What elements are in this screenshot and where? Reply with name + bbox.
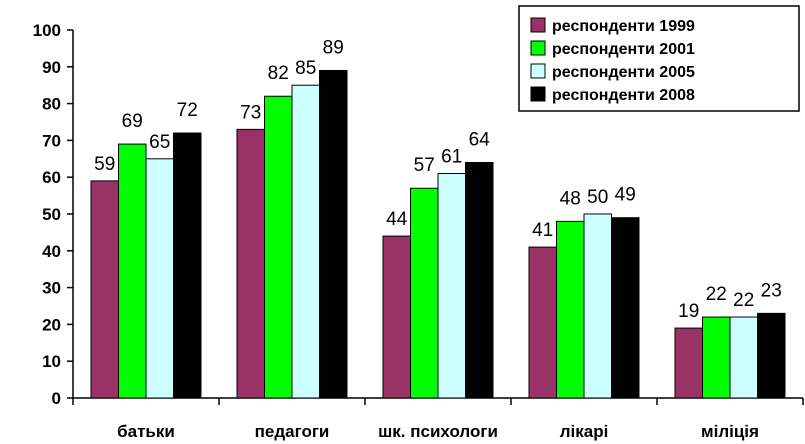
bar — [465, 161, 494, 399]
y-tick-label: 10 — [42, 352, 61, 371]
y-tick-label: 80 — [42, 95, 61, 114]
data-labels: 59 73 44 41 19 69 82 57 48 22 65 85 61 50 22 72 89 64 49 23 — [94, 37, 782, 322]
data-label: 41 — [532, 220, 553, 241]
y-tick-label: 50 — [42, 205, 61, 224]
data-label: 48 — [560, 188, 581, 209]
data-label: 85 — [295, 58, 316, 79]
y-tick-label: 30 — [42, 279, 61, 298]
legend-swatch — [530, 17, 546, 33]
x-tick-label: батьки — [117, 422, 175, 441]
legend-label: респонденти 2005 — [552, 64, 695, 81]
data-label: 89 — [323, 37, 344, 58]
legend-swatch — [530, 40, 546, 56]
bar — [674, 327, 703, 399]
x-tick-label: міліція — [701, 422, 759, 441]
bar — [528, 246, 557, 399]
data-label: 61 — [441, 147, 462, 168]
data-label: 59 — [94, 154, 115, 175]
data-label: 57 — [414, 155, 435, 176]
y-tick-label: 90 — [42, 58, 61, 77]
legend-box — [518, 5, 800, 112]
bar — [118, 143, 147, 399]
data-label: 22 — [706, 284, 727, 305]
y-tick-label: 0 — [52, 389, 61, 408]
bar — [611, 217, 640, 399]
data-label: 49 — [615, 185, 636, 206]
bar — [145, 158, 174, 399]
bar — [556, 220, 585, 399]
data-label: 82 — [268, 63, 289, 84]
data-label: 44 — [386, 209, 408, 230]
x-tick-label: педагоги — [255, 422, 330, 441]
data-label: 65 — [149, 132, 170, 153]
data-label: 64 — [469, 129, 491, 150]
data-label: 72 — [177, 100, 198, 121]
bar — [729, 316, 758, 399]
bar — [173, 132, 202, 399]
x-axis: батьки педагоги шк. психологи лікарі міліція — [72, 397, 804, 441]
legend-label: респонденти 1999 — [552, 18, 695, 35]
bar — [437, 173, 466, 399]
data-label: 50 — [587, 187, 608, 208]
bar — [319, 69, 348, 399]
legend-swatch — [530, 63, 546, 79]
y-tick-label: 40 — [42, 242, 61, 261]
data-label: 73 — [240, 102, 261, 123]
bar — [410, 187, 439, 399]
x-tick-label: шк. психологи — [378, 422, 498, 441]
legend-swatch — [530, 86, 546, 102]
y-tick-label: 60 — [42, 168, 61, 187]
bar — [382, 235, 411, 399]
bar — [583, 213, 612, 399]
bar — [264, 95, 293, 399]
data-label: 19 — [678, 301, 699, 322]
legend: респонденти 1999 респонденти 2001 респонде… — [518, 5, 800, 112]
y-axis: 0 10 20 30 40 50 60 70 80 90 100 — [33, 21, 74, 408]
data-label: 22 — [733, 290, 754, 311]
bar — [291, 84, 320, 399]
bar — [236, 128, 265, 399]
x-tick-label: лікарі — [560, 422, 609, 441]
data-label: 69 — [122, 111, 143, 132]
data-label: 23 — [761, 280, 782, 301]
bars — [90, 69, 786, 399]
legend-label: респонденти 2008 — [552, 87, 695, 104]
legend-label: респонденти 2001 — [552, 41, 695, 58]
y-tick-label: 100 — [33, 21, 61, 40]
y-tick-label: 20 — [42, 315, 61, 334]
bar — [757, 312, 786, 399]
y-tick-label: 70 — [42, 131, 61, 150]
bar — [90, 180, 119, 399]
bar — [702, 316, 731, 399]
